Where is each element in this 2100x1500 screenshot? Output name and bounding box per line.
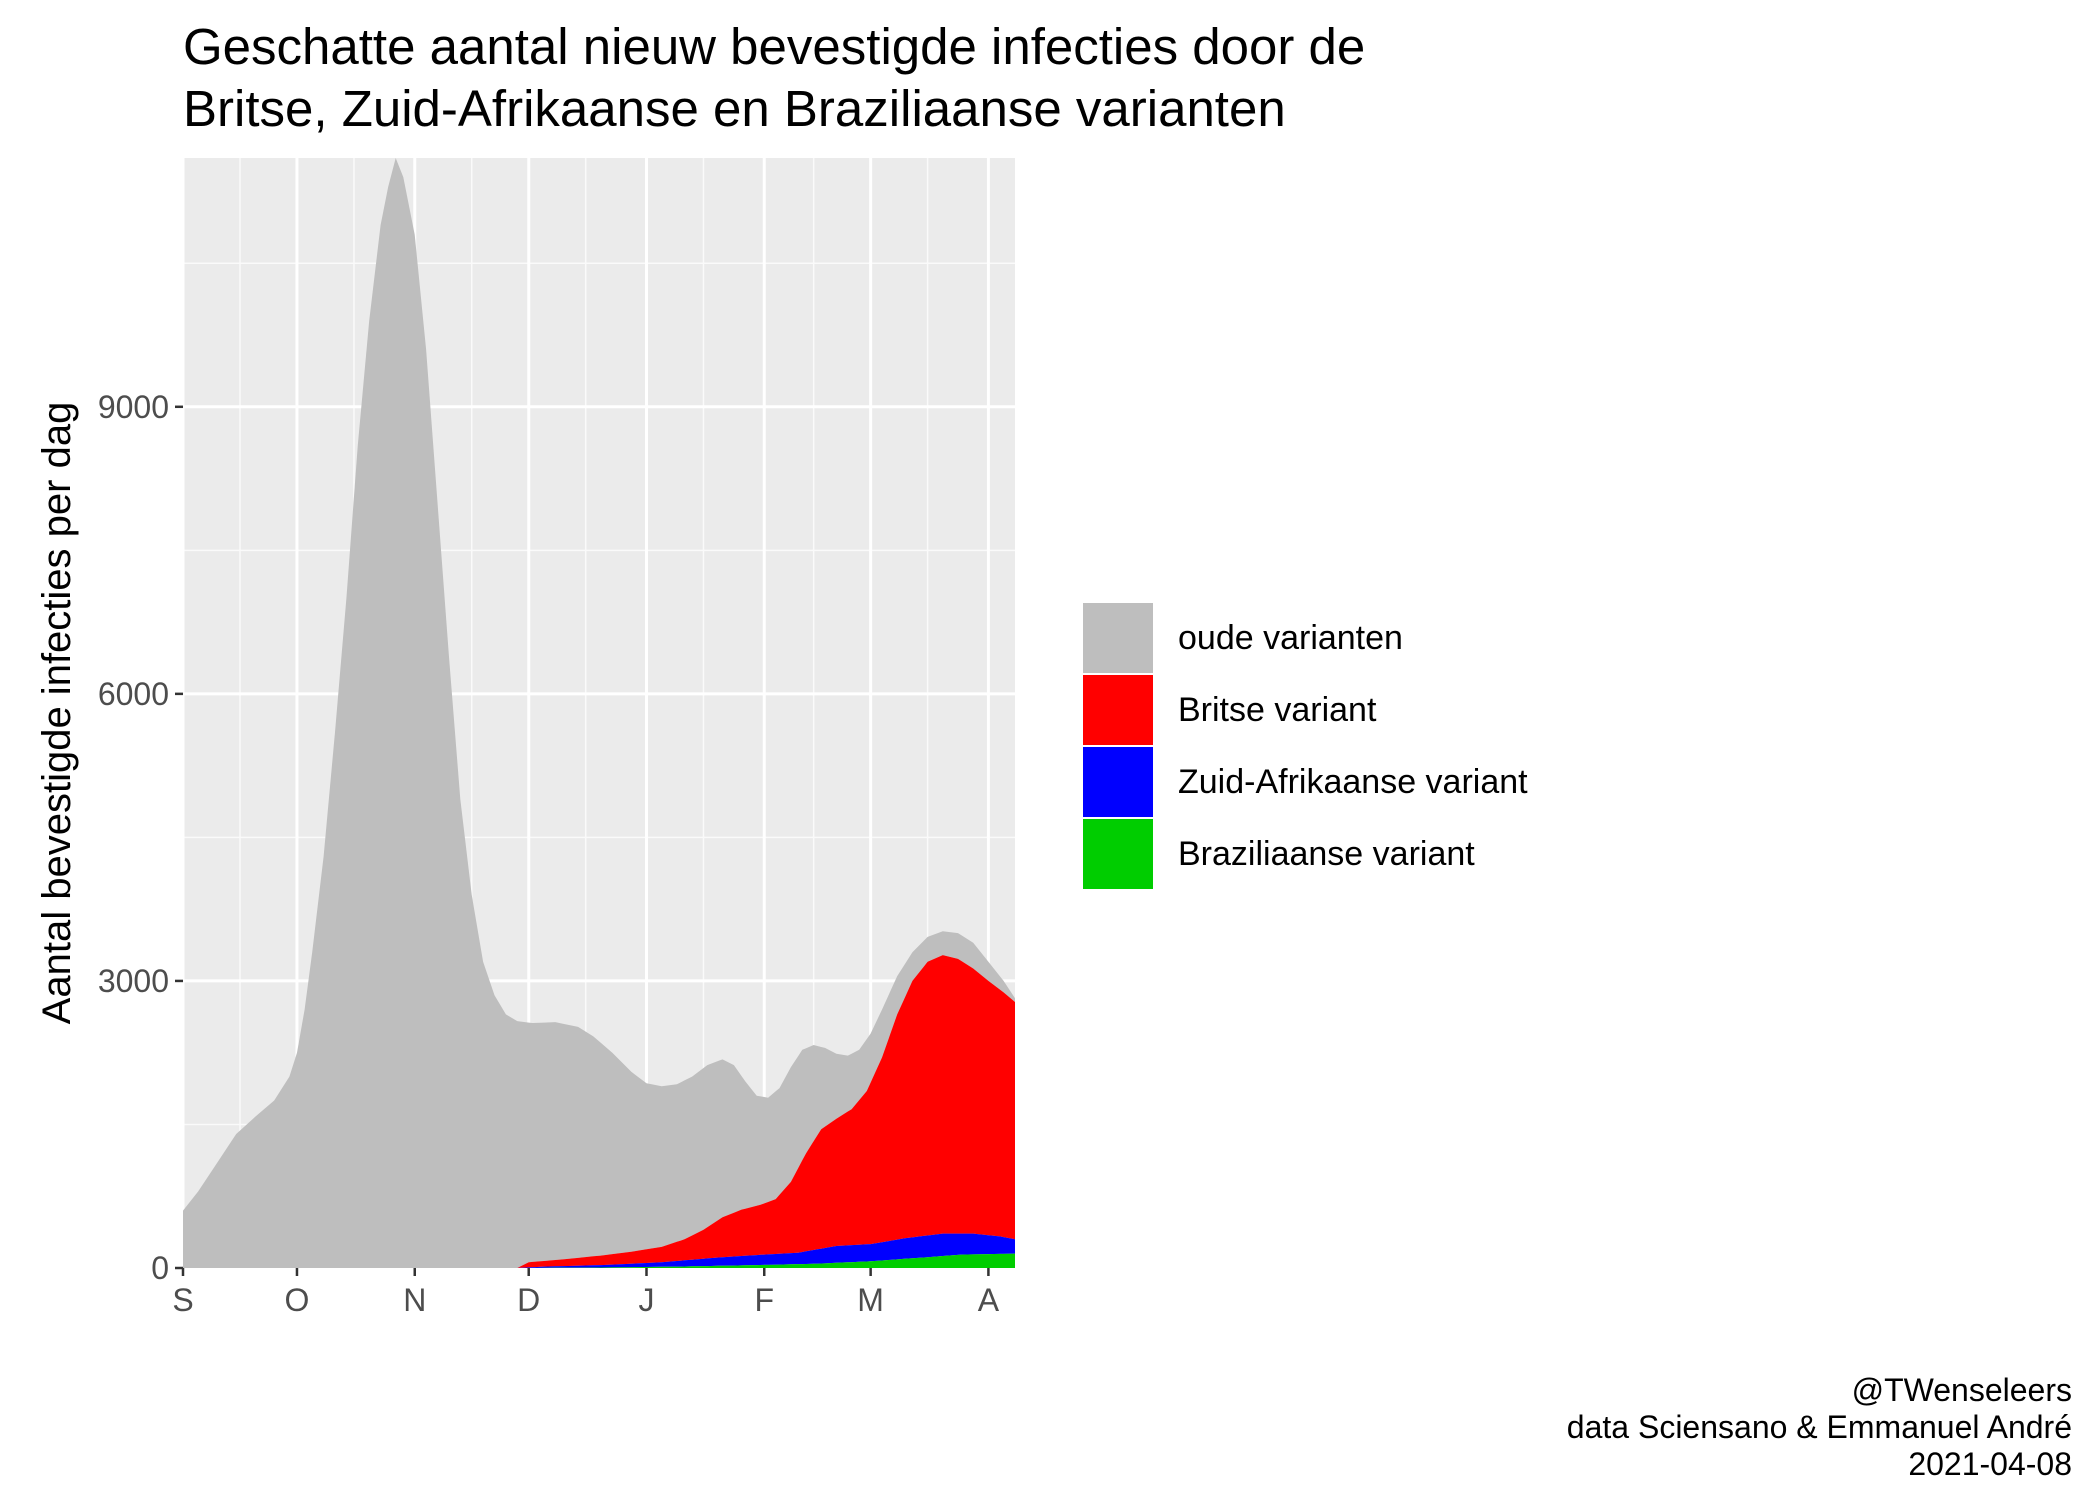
caption-date: 2021-04-08	[1908, 1446, 2072, 1482]
legend-label-zuid-afrikaanse-variant: Zuid-Afrikaanse variant	[1178, 762, 1528, 801]
y-tick-label: 0	[151, 1250, 169, 1286]
x-tick-label: N	[403, 1282, 426, 1318]
legend-swatch-zuid-afrikaanse-variant	[1083, 747, 1153, 817]
area-oude-varianten	[183, 158, 1015, 1268]
chart-title-line-2: Britse, Zuid-Afrikaanse en Braziliaanse …	[183, 80, 1286, 137]
legend-label-braziliaanse-variant: Braziliaanse variant	[1178, 834, 1475, 873]
legend-item-braziliaanse-variant: Braziliaanse variant	[1083, 818, 1528, 890]
y-tick-label: 9000	[98, 389, 169, 425]
x-tick-label: F	[754, 1282, 774, 1318]
area-braziliaanse-variant	[183, 1253, 1015, 1268]
caption-author: @TWenseleers	[1851, 1372, 2072, 1408]
area-zuid-afrikaanse-variant	[183, 1233, 1015, 1268]
x-tick-label: J	[638, 1282, 654, 1318]
x-tick-label: M	[857, 1282, 884, 1318]
legend-item-oude-varianten: oude varianten	[1083, 602, 1528, 674]
legend-swatch-braziliaanse-variant	[1083, 819, 1153, 889]
x-tick-label: D	[517, 1282, 540, 1318]
x-tick-label: S	[172, 1282, 193, 1318]
area-britse-variant	[183, 955, 1015, 1268]
legend: oude varianten Britse variant Zuid-Afrik…	[1083, 602, 1528, 890]
legend-label-britse-variant: Britse variant	[1178, 690, 1377, 729]
y-tick-label: 6000	[98, 676, 169, 712]
caption-source: data Sciensano & Emmanuel André	[1566, 1409, 2072, 1445]
chart-title: Geschatte aantal nieuw bevestigde infect…	[183, 16, 1365, 140]
y-axis-label: Aantal bevestigde infecties per dag	[35, 402, 79, 1025]
legend-item-britse-variant: Britse variant	[1083, 674, 1528, 746]
y-tick-label: 3000	[98, 963, 169, 999]
x-tick-label: A	[978, 1282, 1000, 1318]
legend-swatch-oude-varianten	[1083, 603, 1153, 673]
caption: @TWenseleers data Sciensano & Emmanuel A…	[1567, 1372, 2072, 1483]
chart-title-line-1: Geschatte aantal nieuw bevestigde infect…	[183, 18, 1366, 75]
y-axis: 0 3000 6000 9000	[98, 389, 183, 1286]
stacked-area-series	[183, 158, 1015, 1268]
legend-swatch-britse-variant	[1083, 675, 1153, 745]
legend-label-oude-varianten: oude varianten	[1178, 618, 1403, 657]
legend-item-zuid-afrikaanse-variant: Zuid-Afrikaanse variant	[1083, 746, 1528, 818]
x-tick-label: O	[285, 1282, 310, 1318]
